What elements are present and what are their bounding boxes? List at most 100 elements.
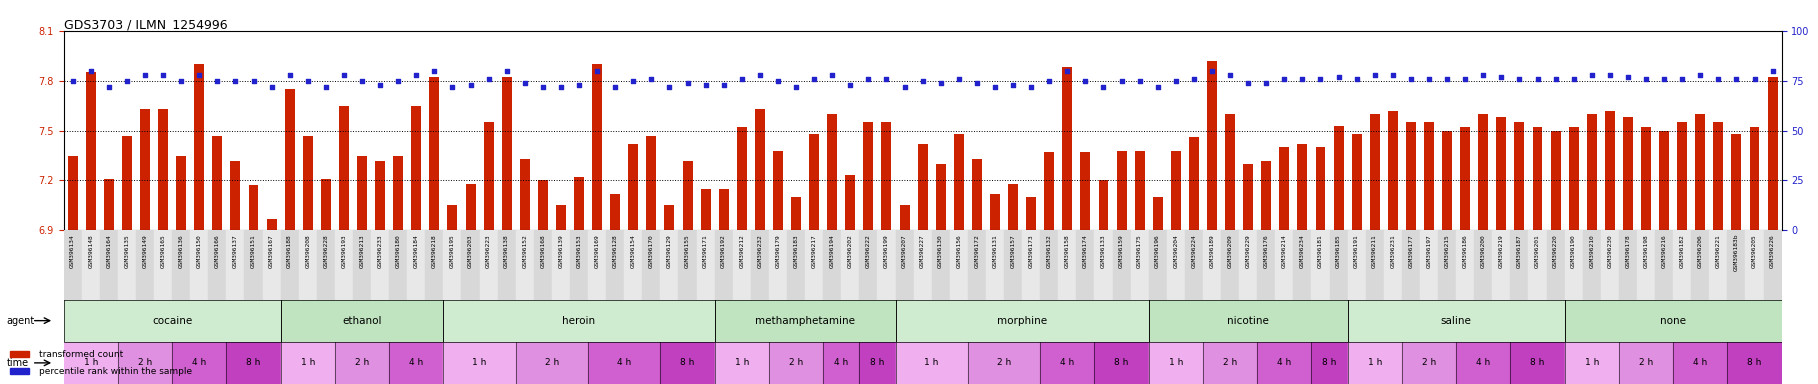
Point [582, 68, 611, 74]
Point [1324, 74, 1353, 80]
Bar [769, 230, 787, 300]
Text: 1 h: 1 h [1169, 358, 1184, 367]
Bar [173, 342, 227, 384]
Bar [1727, 342, 1782, 384]
Text: GSM396209: GSM396209 [1227, 234, 1233, 268]
Text: GSM396153: GSM396153 [576, 234, 582, 268]
Bar [462, 230, 480, 300]
Text: 8 h: 8 h [680, 358, 694, 367]
Bar [733, 230, 751, 300]
Point [238, 78, 267, 84]
Point [1144, 84, 1173, 90]
Text: GSM396222: GSM396222 [865, 234, 871, 268]
Bar [262, 230, 280, 300]
Bar [118, 230, 136, 300]
Bar [571, 230, 587, 300]
Text: GSM396168: GSM396168 [540, 234, 545, 268]
Bar [1116, 151, 1127, 230]
Text: GSM396203: GSM396203 [467, 234, 473, 268]
Bar [629, 144, 638, 230]
Text: GSM396177: GSM396177 [1409, 234, 1413, 268]
Bar [1347, 300, 1565, 342]
Text: GSM396181: GSM396181 [1318, 234, 1324, 268]
Bar [1618, 230, 1636, 300]
Bar [605, 230, 624, 300]
Bar [896, 342, 967, 384]
Text: ethanol: ethanol [342, 316, 382, 326]
Bar [122, 136, 133, 230]
Bar [553, 230, 571, 300]
Text: GSM396224: GSM396224 [1191, 234, 1196, 268]
Bar [1262, 161, 1271, 230]
Point [1758, 68, 1787, 74]
Bar [480, 230, 498, 300]
Text: GSM396210: GSM396210 [1589, 234, 1594, 268]
Text: GSM396189: GSM396189 [1209, 234, 1214, 268]
Bar [389, 342, 444, 384]
Text: GSM396136: GSM396136 [178, 234, 184, 268]
Point [420, 68, 449, 74]
Bar [1565, 230, 1583, 300]
Text: GSM396148: GSM396148 [89, 234, 93, 268]
Point [980, 84, 1009, 90]
Text: GSM396131: GSM396131 [993, 234, 998, 268]
Bar [936, 164, 945, 230]
Text: GDS3703 / ILMN_1254996: GDS3703 / ILMN_1254996 [64, 18, 227, 31]
Point [944, 76, 973, 82]
Bar [316, 230, 335, 300]
Text: GSM396198: GSM396198 [1643, 234, 1649, 268]
Text: GSM396205: GSM396205 [1753, 234, 1756, 268]
Text: percentile rank within the sample: percentile rank within the sample [40, 367, 193, 376]
Text: 1 h: 1 h [1367, 358, 1382, 367]
Text: GSM396130: GSM396130 [938, 234, 944, 268]
Text: 4 h: 4 h [1060, 358, 1074, 367]
Bar [949, 230, 967, 300]
Point [58, 78, 87, 84]
Bar [714, 230, 733, 300]
Text: GSM396128: GSM396128 [613, 234, 618, 268]
Bar [411, 106, 422, 230]
Text: GSM396217: GSM396217 [811, 234, 816, 268]
Bar [335, 230, 353, 300]
Bar [304, 136, 313, 230]
Text: GSM396191: GSM396191 [1354, 234, 1360, 268]
Text: GSM396164: GSM396164 [105, 234, 111, 268]
Text: GSM396202: GSM396202 [847, 234, 853, 268]
Bar [353, 230, 371, 300]
Text: GSM396182: GSM396182 [1680, 234, 1685, 268]
Point [727, 76, 756, 82]
Text: 2 h: 2 h [545, 358, 558, 367]
Bar [1298, 144, 1307, 230]
Bar [100, 230, 118, 300]
Bar [1098, 180, 1109, 230]
Text: GSM396180: GSM396180 [396, 234, 400, 268]
Bar [1533, 127, 1542, 230]
Bar [660, 342, 714, 384]
Bar [1605, 111, 1614, 230]
Point [347, 78, 376, 84]
Point [691, 81, 720, 88]
Point [275, 71, 304, 78]
Bar [1565, 342, 1618, 384]
Point [149, 71, 178, 78]
Bar [516, 342, 587, 384]
Bar [896, 300, 1149, 342]
Bar [714, 342, 769, 384]
Point [1360, 71, 1389, 78]
Bar [64, 300, 280, 342]
Bar [864, 122, 873, 230]
Bar [791, 197, 802, 230]
Bar [195, 64, 204, 230]
Text: GSM396195: GSM396195 [449, 234, 454, 268]
Bar [1171, 151, 1180, 230]
Bar [9, 368, 29, 374]
Bar [444, 230, 462, 300]
Bar [1258, 230, 1274, 300]
Bar [1565, 300, 1782, 342]
Text: GSM396172: GSM396172 [974, 234, 980, 268]
Bar [498, 230, 516, 300]
Bar [280, 300, 444, 342]
Bar [231, 161, 240, 230]
Text: GSM396207: GSM396207 [902, 234, 907, 268]
Bar [1456, 342, 1511, 384]
